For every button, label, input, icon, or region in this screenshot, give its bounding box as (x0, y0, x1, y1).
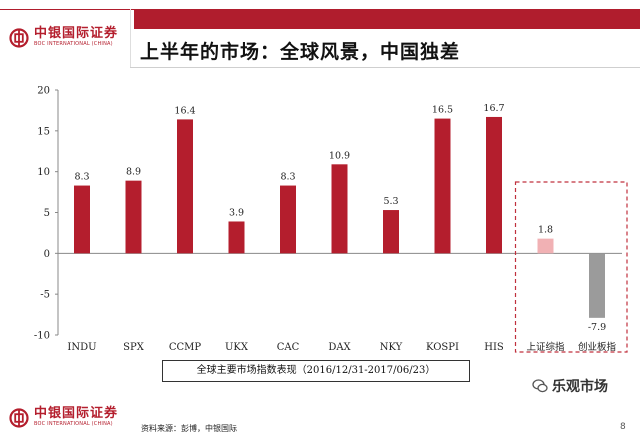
footer-brand-name-cn: 中银国际证券 (34, 406, 119, 421)
data-label: 5.3 (383, 196, 398, 207)
data-label: 8.3 (74, 172, 89, 183)
bar (434, 118, 451, 254)
boc-logo-icon (9, 407, 29, 428)
header-band (134, 9, 640, 29)
brand-name-en: BOC INTERNATIONAL (CHINA) (34, 41, 113, 47)
wechat-icon (532, 379, 548, 393)
category-label: INDU (67, 342, 96, 353)
y-tick-label: 0 (44, 249, 50, 260)
boc-logo-icon (9, 27, 29, 48)
category-label: NKY (380, 342, 403, 353)
data-label: 1.8 (538, 225, 553, 236)
y-tick-label: 15 (37, 126, 50, 137)
data-label: 16.7 (483, 103, 504, 114)
y-tick-label: 20 (37, 86, 50, 97)
y-tick-label: -5 (40, 290, 50, 301)
y-tick-label: 10 (37, 167, 50, 178)
watermark: 乐观市场 (532, 376, 608, 396)
y-tick-label: -10 (34, 331, 50, 342)
footer-brand-logo: 中银国际证券 BOC INTERNATIONAL (CHINA) (9, 407, 118, 428)
page-title: 上半年的市场：全球风景，中国独差 (140, 41, 461, 63)
category-label: UKX (225, 342, 249, 353)
header-divider (130, 9, 131, 68)
watermark-text: 乐观市场 (552, 379, 608, 395)
bar (74, 185, 90, 254)
bar (383, 210, 399, 254)
page-number: 8 (620, 422, 626, 432)
data-label: -7.9 (588, 322, 606, 333)
data-label: 8.9 (126, 167, 141, 178)
category-label: CCMP (169, 342, 202, 353)
category-label: 上证综指 (526, 341, 565, 353)
bar (486, 116, 502, 254)
brand-name-cn: 中银国际证券 (34, 26, 119, 41)
data-label: 3.9 (229, 207, 244, 218)
category-label: HIS (484, 342, 504, 353)
highlight-box (514, 181, 628, 353)
source-note: 资料来源：彭博，中银国际 (141, 424, 237, 433)
category-label: KOSPI (426, 342, 459, 353)
data-label: 8.3 (280, 172, 295, 183)
chart-title: 全球主要市场指数表现（2016/12/31-2017/06/23） (162, 360, 470, 382)
title-rule (130, 67, 640, 68)
bar (177, 119, 193, 254)
bar (280, 185, 296, 254)
bar (589, 253, 605, 318)
category-label: DAX (328, 342, 351, 353)
category-label: 创业板指 (578, 341, 617, 353)
data-label: 10.9 (329, 150, 350, 161)
bar (537, 238, 554, 254)
category-label: SPX (123, 342, 145, 353)
category-label: CAC (277, 342, 300, 353)
y-tick-label: 5 (44, 208, 50, 219)
bar (228, 221, 245, 254)
footer-brand-name-en: BOC INTERNATIONAL (CHINA) (34, 421, 113, 427)
bar (331, 164, 348, 254)
bar (125, 180, 142, 254)
data-label: 16.4 (174, 105, 195, 116)
brand-logo: 中银国际证券 BOC INTERNATIONAL (CHINA) (9, 27, 118, 48)
data-label: 16.5 (432, 105, 453, 116)
